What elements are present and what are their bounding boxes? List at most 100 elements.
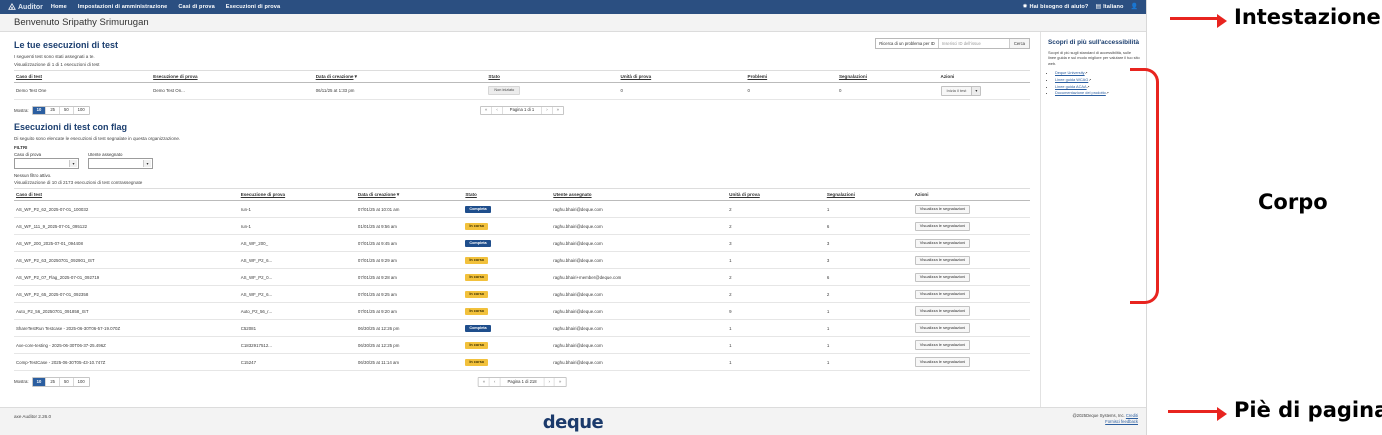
- table-row[interactable]: Comp-TestCase - 2025-06-30T05-43-10.747Z…: [14, 353, 1030, 372]
- table-row[interactable]: AS_WF_P2_65_2025-07-01_092358 AS_WF_P2_6.…: [14, 285, 1030, 304]
- assignee-cell: raghu.bhairi@deque.com: [551, 353, 728, 372]
- column-header-utente-assegnato[interactable]: Utente assegnato: [551, 188, 728, 202]
- status-badge: In corso: [465, 291, 489, 298]
- credits-link[interactable]: Crediti: [1125, 413, 1138, 418]
- rail-link-0[interactable]: Deque University: [1055, 70, 1085, 76]
- help-button[interactable]: ✸ Hai bisogno di aiuto?: [1022, 4, 1088, 10]
- column-header-azioni[interactable]: Azioni: [912, 188, 1030, 202]
- page-size-100[interactable]: 100: [73, 106, 89, 115]
- units-cell: 1: [727, 251, 825, 270]
- column-header-esecuzione-di-prova[interactable]: Esecuzione di prova: [238, 188, 356, 202]
- page-size-25[interactable]: 25: [46, 106, 60, 115]
- column-header-segnalazioni[interactable]: Segnalazioni: [836, 70, 939, 83]
- issue-search-input[interactable]: Inserisci ID dell'issue: [938, 39, 1009, 48]
- first-page-button[interactable]: «: [481, 106, 493, 115]
- column-header-problemi[interactable]: Problemi: [745, 70, 837, 83]
- units-cell: 2: [727, 285, 825, 304]
- table-row[interactable]: Auto_P2_56_20250701_091858_IST Auto_P2_56…: [14, 302, 1030, 321]
- column-header-data-di-creazione[interactable]: Data di creazione ▼: [313, 70, 487, 83]
- next-page-button[interactable]: ›: [542, 106, 553, 115]
- column-header-unit-di-prova[interactable]: Unità di prova: [727, 188, 825, 202]
- page-size-25[interactable]: 25: [46, 377, 60, 386]
- status-badge: Non iniziato: [488, 86, 521, 96]
- filter-test-case-select[interactable]: ▾: [14, 158, 79, 170]
- page-size-50[interactable]: 50: [59, 106, 74, 115]
- view-reports-button[interactable]: Visualizza le segnalazioni: [914, 272, 971, 283]
- first-page-button[interactable]: «: [478, 377, 491, 386]
- last-page-button[interactable]: »: [552, 106, 563, 115]
- column-header-azioni[interactable]: Azioni: [938, 70, 1030, 83]
- nav-link-admin-settings[interactable]: Impostazioni di amministrazione: [77, 4, 168, 10]
- prev-page-button[interactable]: ‹: [490, 377, 501, 386]
- view-reports-button[interactable]: Visualizza le segnalazioni: [914, 289, 971, 300]
- view-reports-button[interactable]: Visualizza le segnalazioni: [914, 238, 971, 249]
- view-reports-button[interactable]: Visualizza le segnalazioni: [914, 323, 971, 334]
- show-label: Mostra:: [14, 107, 29, 113]
- table-row[interactable]: AS_WF_P2_62_2025-07-01_100032 run-1 07/01/…: [14, 200, 1030, 219]
- view-reports-button[interactable]: Visualizza le segnalazioni: [914, 204, 971, 215]
- test-case-cell: Demo Test One: [14, 82, 152, 100]
- view-reports-button[interactable]: Visualizza le segnalazioni: [914, 255, 971, 266]
- column-header-segnalazioni[interactable]: Segnalazioni: [824, 188, 913, 202]
- view-reports-button[interactable]: Visualizza le segnalazioni: [914, 340, 971, 350]
- page-size-100[interactable]: 100: [73, 377, 89, 386]
- table-row[interactable]: AS_WF_200_2025-07-01_094408 AS_WF_200_ 07/…: [14, 234, 1030, 253]
- nav-link-home[interactable]: Home: [50, 4, 67, 10]
- page-size-10[interactable]: 10: [32, 106, 47, 115]
- rail-link-3[interactable]: Documentazione del prodotto: [1055, 90, 1106, 96]
- column-header-caso-di-test[interactable]: Caso di test: [14, 70, 152, 83]
- rail-link-list: Deque University↗Linee guida WCAG↗Linee …: [1048, 70, 1140, 95]
- nav-link-test-runs[interactable]: Esecuzioni di prova: [225, 4, 281, 10]
- last-page-button[interactable]: »: [554, 377, 566, 386]
- filter-assignee-select[interactable]: ▾: [88, 158, 153, 170]
- actions-cell: Visualizza le segnalazioni: [912, 319, 1030, 338]
- assignee-cell: raghu.bhairi@deque.com: [551, 251, 728, 270]
- table-row[interactable]: AS_WF_111_9_2025-07-01_095122 run-1 01/01/…: [14, 217, 1030, 236]
- table-row[interactable]: ShareTestRun Testcase - 2025-06-30T06-57…: [14, 319, 1030, 338]
- view-reports-button[interactable]: Visualizza le segnalazioni: [914, 357, 971, 367]
- assignee-cell: raghu.bhairi@deque.com: [551, 285, 728, 304]
- column-header-esecuzione-di-prova[interactable]: Esecuzione di prova: [151, 70, 314, 83]
- table-row[interactable]: Demo Test One Demo Test On... 06/11/25 at …: [14, 82, 1030, 100]
- reports-cell: 2: [824, 285, 913, 304]
- start-test-button[interactable]: Inizia il test ▾: [940, 86, 982, 96]
- view-reports-button[interactable]: Visualizza le segnalazioni: [914, 221, 971, 232]
- rail-link-1[interactable]: Linee guida WCAG: [1055, 77, 1089, 82]
- my-test-runs-title: Le tue esecuzioni di test: [14, 40, 119, 50]
- reports-cell: 0: [836, 82, 939, 100]
- table-row[interactable]: AS_WF_P2_63_20250701_092901_IST AS_WF_P2_…: [14, 251, 1030, 270]
- test-run-cell: AS_WF_P2_6...: [238, 251, 356, 270]
- filter-test-case-label: Caso di prova: [14, 151, 42, 157]
- test-run-cell: AS_WF_P2_0...: [238, 268, 356, 287]
- column-header-stato[interactable]: Stato: [486, 70, 619, 83]
- column-header-unit-di-prova[interactable]: Unità di prova: [618, 70, 746, 83]
- page-size-10[interactable]: 10: [32, 377, 47, 386]
- column-header-data-di-creazione[interactable]: Data di creazione ▼: [355, 188, 464, 202]
- assignee-cell: raghu.bhairi@deque.com: [551, 302, 728, 321]
- created-date-cell: 07/01/25 at 9:20 am: [355, 302, 464, 321]
- chevron-down-icon[interactable]: ▾: [971, 87, 981, 95]
- issue-search-button[interactable]: Cerca: [1008, 39, 1029, 48]
- feedback-link[interactable]: Fornisci feedback: [1105, 419, 1138, 425]
- units-cell: 1: [727, 319, 825, 338]
- issue-search-label: Ricerca di un problema per ID: [876, 39, 939, 48]
- nav-link-test-cases[interactable]: Casi di prova: [178, 4, 215, 10]
- page-size-50[interactable]: 50: [59, 377, 74, 386]
- table-row[interactable]: Axe-core-testing - 2025-06-30T06-37-25.4…: [14, 336, 1030, 355]
- prev-page-button[interactable]: ‹: [492, 106, 503, 115]
- language-selector[interactable]: ▤ Italiano: [1095, 4, 1123, 10]
- test-case-cell: AS_WF_P2_65_2025-07-01_092358: [14, 285, 239, 304]
- column-header-stato[interactable]: Stato: [463, 188, 552, 202]
- page-indicator: Pagina 1 di 1: [502, 106, 543, 115]
- flagged-runs-title: Esecuzioni di test con flag: [14, 121, 128, 132]
- units-cell: 3: [727, 234, 825, 253]
- flagged-runs-subtitle: Di seguito sono elencate le esecuzioni d…: [14, 135, 181, 141]
- table-row[interactable]: AS_WF_P2_07_Flag_2025-07-01_092719 AS_WF_…: [14, 268, 1030, 287]
- view-reports-button[interactable]: Visualizza le segnalazioni: [914, 306, 971, 317]
- issues-cell: 0: [745, 82, 837, 100]
- rail-link-2[interactable]: Linee guida ACAA: [1055, 83, 1087, 89]
- column-header-caso-di-test[interactable]: Caso di test: [14, 188, 239, 202]
- next-page-button[interactable]: ›: [544, 377, 555, 386]
- user-avatar-icon[interactable]: 👤: [1130, 4, 1138, 10]
- app-logo[interactable]: Auditor: [8, 3, 43, 11]
